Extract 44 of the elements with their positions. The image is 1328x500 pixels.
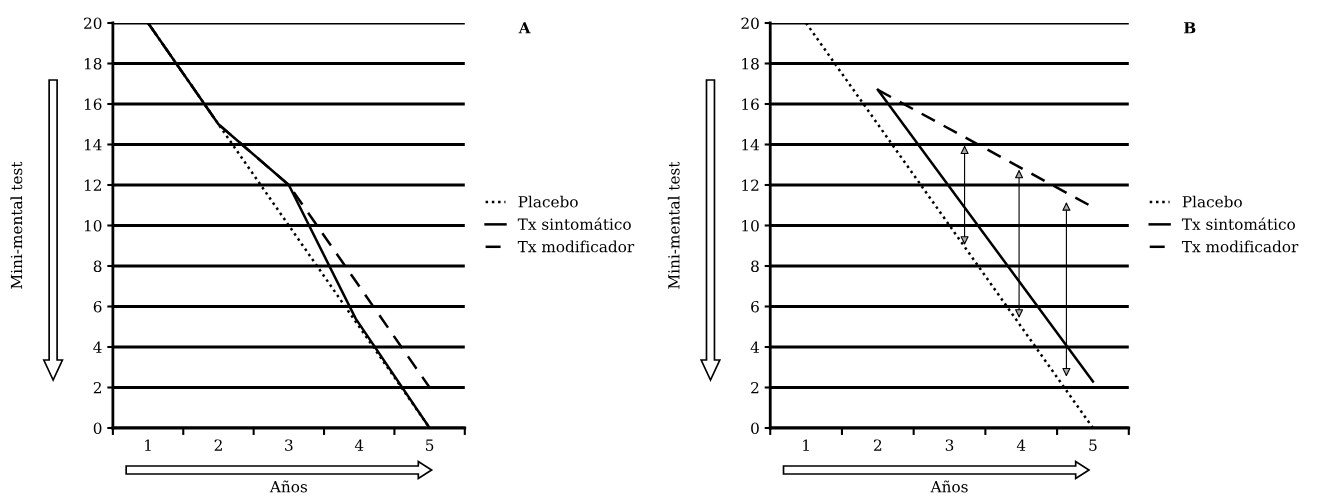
legend-label: Tx sintomático bbox=[517, 217, 631, 230]
legend-label: Tx modificador bbox=[1181, 240, 1299, 253]
legend-label: Placebo bbox=[1182, 195, 1242, 208]
y-tick-label: 8 bbox=[751, 260, 759, 273]
y-tick-label: 10 bbox=[742, 219, 759, 232]
x-axis-title: Años bbox=[930, 480, 968, 493]
y-tick-label: 6 bbox=[751, 300, 759, 313]
y-tick-label: 10 bbox=[84, 219, 102, 232]
y-tick-label: 16 bbox=[742, 98, 759, 111]
y-axis-title: Mini-mental test bbox=[667, 161, 680, 289]
x-tick-label: 5 bbox=[426, 439, 434, 451]
y-tick-label: 12 bbox=[84, 179, 101, 191]
y-tick-label: 16 bbox=[84, 98, 102, 111]
y-tick-label: 2 bbox=[751, 381, 759, 394]
y-tick-label: 12 bbox=[742, 179, 759, 191]
x-tick-label: 1 bbox=[803, 439, 809, 451]
legend-label: Tx sintomático bbox=[1181, 217, 1295, 230]
y-tick-label: 18 bbox=[84, 57, 102, 70]
y-tick-label: 4 bbox=[93, 341, 102, 353]
x-tick-label: 5 bbox=[1089, 439, 1097, 451]
y-tick-label: 2 bbox=[93, 381, 101, 394]
text: A bbox=[518, 22, 531, 34]
x-tick-label: 3 bbox=[285, 439, 293, 451]
y-tick-label: 20 bbox=[84, 17, 102, 30]
x-tick-label: 2 bbox=[873, 439, 882, 451]
y-tick-label: 18 bbox=[742, 57, 759, 70]
y-tick-label: 20 bbox=[741, 17, 759, 30]
x-tick-label: 4 bbox=[354, 439, 364, 451]
text: B bbox=[1184, 22, 1196, 34]
y-axis-title: Mini-mental test bbox=[10, 161, 23, 289]
y-tick-label: 14 bbox=[742, 138, 760, 151]
legend-label: Tx modificador bbox=[517, 240, 635, 253]
x-tick-label: 4 bbox=[1016, 439, 1026, 451]
legend-label: Placebo bbox=[518, 195, 578, 208]
y-tick-label: 6 bbox=[93, 300, 102, 313]
x-tick-label: 2 bbox=[214, 439, 222, 451]
x-tick-label: 3 bbox=[945, 439, 954, 451]
y-tick-label: 0 bbox=[751, 422, 759, 435]
y-tick-label: 14 bbox=[84, 138, 102, 151]
x-axis-title: Años bbox=[269, 480, 308, 493]
y-tick-label: 0 bbox=[93, 422, 102, 435]
y-tick-label: 4 bbox=[750, 341, 760, 353]
y-tick-label: 8 bbox=[93, 260, 102, 273]
x-tick-label: 1 bbox=[145, 439, 151, 451]
